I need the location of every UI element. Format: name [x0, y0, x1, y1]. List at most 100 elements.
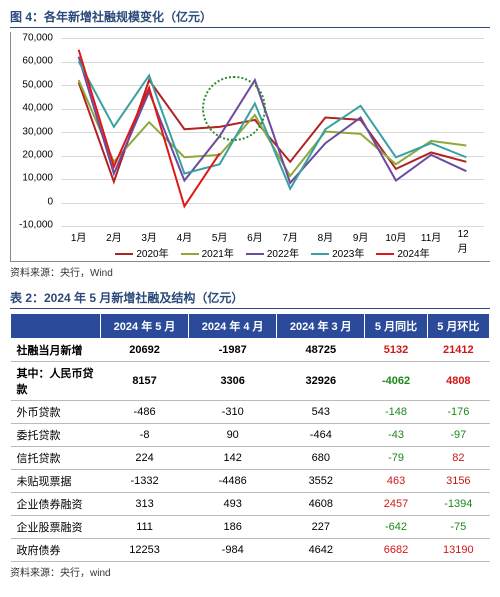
table-stub [11, 314, 101, 339]
table-row: 社融当月新增20692-198748725513221412 [11, 339, 490, 362]
table-cell: 12253 [101, 539, 189, 562]
table-cell: 313 [101, 493, 189, 516]
series-2023年 [79, 61, 467, 188]
y-tick-label: 60,000 [22, 56, 53, 67]
row-label: 外币贷款 [11, 401, 101, 424]
row-label: 企业股票融资 [11, 516, 101, 539]
x-tick-label: 3月 [141, 229, 157, 244]
table-cell: -464 [277, 424, 365, 447]
table-cell: 227 [277, 516, 365, 539]
table-cell: -4486 [189, 470, 277, 493]
x-tick-label: 7月 [282, 229, 298, 244]
chart-legend: 2020年 2021年 2022年 2023年 2024年 [61, 245, 484, 261]
table-cell: 13190 [427, 539, 489, 562]
table-cell: -1332 [101, 470, 189, 493]
table-cell: -486 [101, 401, 189, 424]
column-header: 2024 年 4 月 [189, 314, 277, 339]
table-cell: 82 [427, 447, 489, 470]
y-tick-label: 20,000 [22, 149, 53, 160]
table-cell: 224 [101, 447, 189, 470]
table-cell: -4062 [365, 362, 427, 401]
table-cell: -642 [365, 516, 427, 539]
annotation-ellipse [202, 76, 266, 142]
table-cell: 4808 [427, 362, 489, 401]
table-cell: -148 [365, 401, 427, 424]
x-tick-label: 2月 [106, 229, 122, 244]
table-cell: 142 [189, 447, 277, 470]
table-cell: -43 [365, 424, 427, 447]
row-label: 未贴现票据 [11, 470, 101, 493]
table-cell: -79 [365, 447, 427, 470]
table-cell: 48725 [277, 339, 365, 362]
table-cell: 5132 [365, 339, 427, 362]
row-label: 信托贷款 [11, 447, 101, 470]
table-cell: 2457 [365, 493, 427, 516]
figure-source: 资料来源：央行，Wind [10, 264, 490, 279]
table-row: 企业股票融资111186227-642-75 [11, 516, 490, 539]
table-title: 表 2：2024 年 5 月新增社融及结构（亿元） [10, 289, 490, 309]
x-tick-label: 11月 [421, 229, 441, 244]
table-cell: -97 [427, 424, 489, 447]
x-tick-label: 10月 [385, 229, 406, 244]
legend-item: 2021年 [181, 245, 234, 260]
x-tick-label: 5月 [212, 229, 228, 244]
table-cell: 4642 [277, 539, 365, 562]
legend-item: 2022年 [246, 245, 299, 260]
column-header: 2024 年 3 月 [277, 314, 365, 339]
figure-title: 图 4：各年新增社融规模变化（亿元） [10, 8, 490, 28]
column-header: 5 月环比 [427, 314, 489, 339]
table-cell: 463 [365, 470, 427, 493]
x-tick-label: 4月 [177, 229, 193, 244]
table-cell: 21412 [427, 339, 489, 362]
y-tick-label: 10,000 [22, 173, 53, 184]
table-row: 信托贷款224142680-7982 [11, 447, 490, 470]
table-row: 企业债券融资31349346082457-1394 [11, 493, 490, 516]
y-tick-label: 50,000 [22, 79, 53, 90]
table-cell: 111 [101, 516, 189, 539]
table-cell: -176 [427, 401, 489, 424]
table-row: 政府债券12253-9844642668213190 [11, 539, 490, 562]
y-tick-label: 70,000 [22, 33, 53, 44]
row-label: 委托贷款 [11, 424, 101, 447]
column-header: 5 月同比 [365, 314, 427, 339]
table-row: 未贴现票据-1332-448635524633156 [11, 470, 490, 493]
table-cell: 3156 [427, 470, 489, 493]
table-row: 外币贷款-486-310543-148-176 [11, 401, 490, 424]
table-cell: 680 [277, 447, 365, 470]
data-table: 2024 年 5 月2024 年 4 月2024 年 3 月5 月同比5 月环比… [10, 313, 490, 562]
y-tick-label: 30,000 [22, 126, 53, 137]
x-tick-label: 9月 [353, 229, 369, 244]
table-cell: 543 [277, 401, 365, 424]
legend-item: 2024年 [376, 245, 429, 260]
y-tick-label: 40,000 [22, 103, 53, 114]
table-row: 其中：人民币贷款8157330632926-40624808 [11, 362, 490, 401]
table-cell: 186 [189, 516, 277, 539]
table-cell: 90 [189, 424, 277, 447]
table-cell: 3552 [277, 470, 365, 493]
y-tick-label: -10,000 [19, 220, 53, 231]
table-cell: -984 [189, 539, 277, 562]
table-cell: -310 [189, 401, 277, 424]
table-cell: 493 [189, 493, 277, 516]
row-label: 其中：人民币贷款 [11, 362, 101, 401]
table-source: 资料来源：央行，wind [10, 564, 490, 579]
table-cell: -1987 [189, 339, 277, 362]
table-cell: 8157 [101, 362, 189, 401]
column-header: 2024 年 5 月 [101, 314, 189, 339]
table-cell: 4608 [277, 493, 365, 516]
row-label: 社融当月新增 [11, 339, 101, 362]
table-cell: 20692 [101, 339, 189, 362]
legend-item: 2023年 [311, 245, 364, 260]
table-cell: -8 [101, 424, 189, 447]
table-cell: 6682 [365, 539, 427, 562]
table-cell: -75 [427, 516, 489, 539]
table-cell: 32926 [277, 362, 365, 401]
table-cell: 3306 [189, 362, 277, 401]
x-tick-label: 6月 [247, 229, 263, 244]
y-tick-label: 0 [47, 196, 53, 207]
table-cell: -1394 [427, 493, 489, 516]
line-chart: -10,000 0 10,000 20,000 30,000 40,000 50,000 60… [10, 32, 490, 262]
x-tick-label: 8月 [318, 229, 334, 244]
row-label: 企业债券融资 [11, 493, 101, 516]
legend-item: 2020年 [115, 245, 168, 260]
